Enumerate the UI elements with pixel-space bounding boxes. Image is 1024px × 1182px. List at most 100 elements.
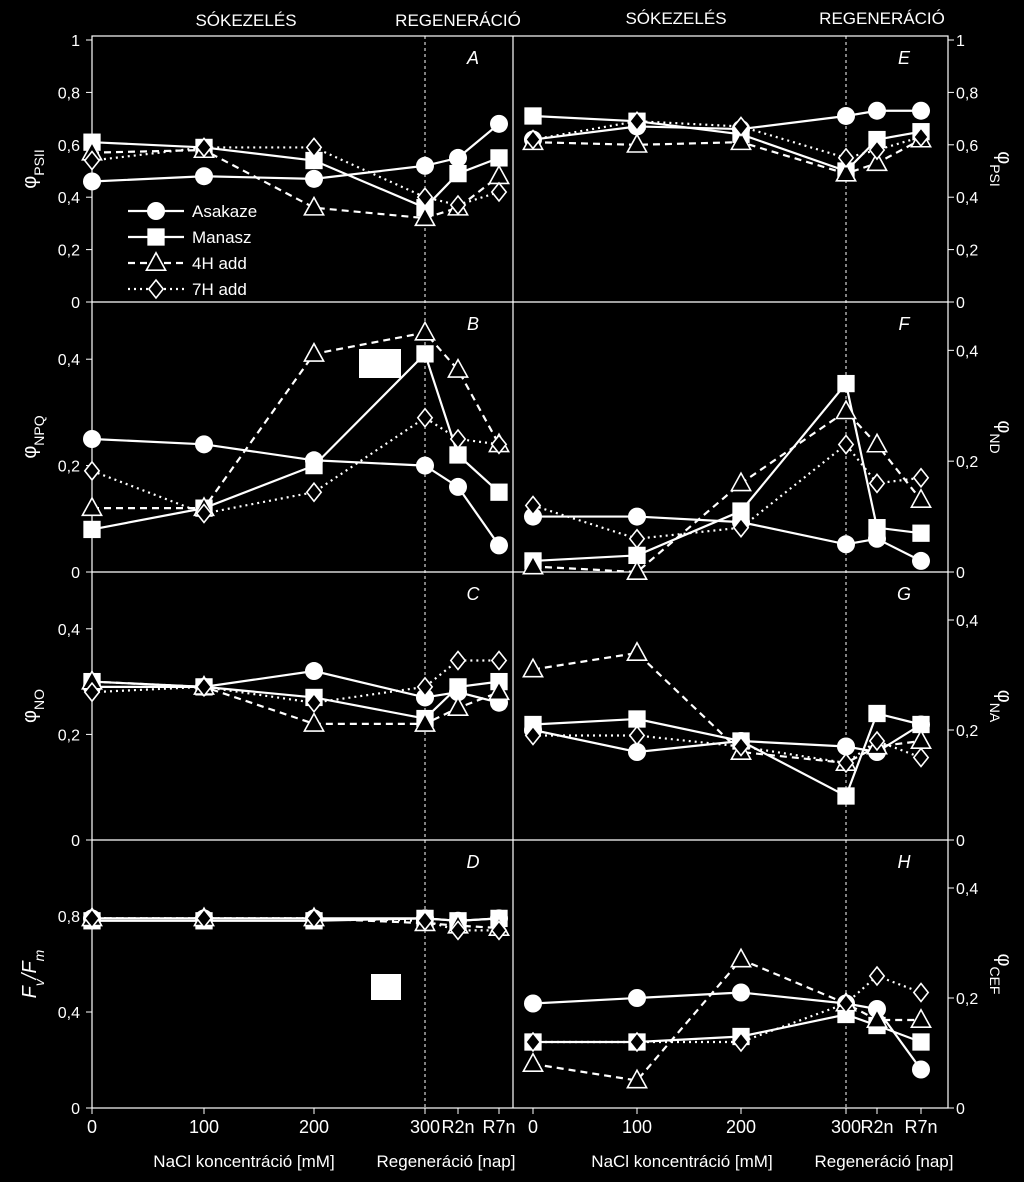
marker-square [305,151,323,170]
marker-circle [628,743,646,761]
marker-diamond [449,650,467,671]
panel-letter: H [898,852,912,872]
marker-triangle [730,471,752,492]
y-tick-label: 0,4 [956,343,978,360]
y-tick-label: 0,2 [956,991,978,1008]
y-axis-label-main: F [19,984,41,998]
series-line [532,442,922,540]
y-axis-label-main: φ [993,151,1015,164]
series-line [91,437,500,547]
legend-item: Asakaze [128,202,257,221]
marker-diamond [912,747,930,768]
y-tick-label: 0 [71,833,80,850]
marker-triangle [866,1008,888,1028]
marker-circle [912,101,930,120]
header-left-regeneracio: REGENERÁCIÓ [395,11,521,30]
marker-circle [912,551,930,570]
panel-letter: B [467,314,479,334]
marker-diamond [449,920,467,941]
white-block-artifact [371,974,401,1000]
marker-square [524,107,542,125]
y-axis-label: φNO [19,689,47,723]
series-7h-add [524,965,930,1053]
x-axis-label-nacl-left: NaCl koncentráció [mM] [153,1152,334,1171]
marker-diamond [416,186,434,208]
marker-diamond [305,908,323,929]
marker-diamond [490,650,508,671]
series-7h-add [83,650,508,714]
x-tick-label: 200 [726,1117,756,1137]
marker-square [416,345,434,363]
marker-triangle [910,1008,932,1028]
y-axis-label-sub: NA [987,703,1003,723]
marker-circle [83,172,101,191]
y-tick-label: 0,8 [956,85,978,102]
legend-item: Manasz [128,228,252,247]
y-tick-label: 0,4 [58,622,80,639]
marker-triangle [522,657,544,678]
marker-circle [449,477,467,496]
y-axis-label-sub: v [31,978,47,986]
marker-diamond [83,150,101,171]
marker-square [837,787,855,805]
marker-circle [195,435,213,454]
marker-diamond [416,676,434,698]
marker-triangle [447,357,469,378]
marker-diamond [449,194,467,216]
series-4h-add [522,399,932,581]
marker-diamond [628,1031,646,1053]
marker-triangle [626,1068,648,1089]
marker-diamond [868,965,886,987]
series-7h-add [83,407,508,524]
x-tick-label: 300 [831,1117,861,1137]
marker-square [83,520,101,539]
marker-square [868,130,886,149]
marker-diamond [524,1031,542,1053]
marker-diamond [837,434,855,455]
legend-label: Manasz [192,228,252,247]
y-axis-label-main: φ [993,954,1015,967]
header-right-regeneracio: REGENERÁCIÓ [819,9,945,28]
marker-diamond [868,139,886,161]
marker-circle [524,507,542,526]
y-axis-label-sub: PSII [31,149,47,175]
marker-circle [490,536,508,555]
legend-label: 7H add [192,280,247,299]
header-left-sokezeles: SÓKEZELÉS [195,11,296,30]
x-tick-label: 100 [189,1117,219,1137]
y-tick-label: 0,4 [956,613,978,630]
marker-square [305,456,323,475]
y-axis-label-sub: CEF [987,966,1003,994]
marker-triangle [414,320,436,341]
y-axis-label-main: φ [19,176,41,189]
marker-circle [732,983,750,1002]
panel-D: 0 0,4 0,8 D Fv/Fm [19,852,510,1118]
marker-diamond [912,982,930,1003]
y-tick-label: 0 [956,833,965,850]
marker-diamond [837,147,855,169]
x-axis-ticks: 0 100 200 300 R2n R7n 0 100 200 300 R2n R7n [87,1108,938,1137]
x-axis-label-regen-left: Regeneráció [nap] [377,1152,516,1171]
y-tick-label: 0,4 [58,1005,80,1022]
x-tick-label: 300 [410,1117,440,1137]
x-tick-label: R2n [860,1117,893,1137]
marker-triangle [522,554,544,575]
marker-triangle [303,342,325,362]
y-axis-label-main: φ [993,690,1015,703]
marker-triangle [866,151,888,172]
x-tick-label: R7n [904,1117,937,1137]
y-axis-label-sub: PSI [987,164,1003,187]
marker-circle [83,430,101,448]
marker-circle [416,156,434,175]
legend-label: Asakaze [192,202,257,221]
y-tick-label: 0 [71,295,80,312]
marker-circle [416,456,434,475]
marker-triangle [866,432,888,453]
y-axis-label: φNPQ [19,415,47,458]
